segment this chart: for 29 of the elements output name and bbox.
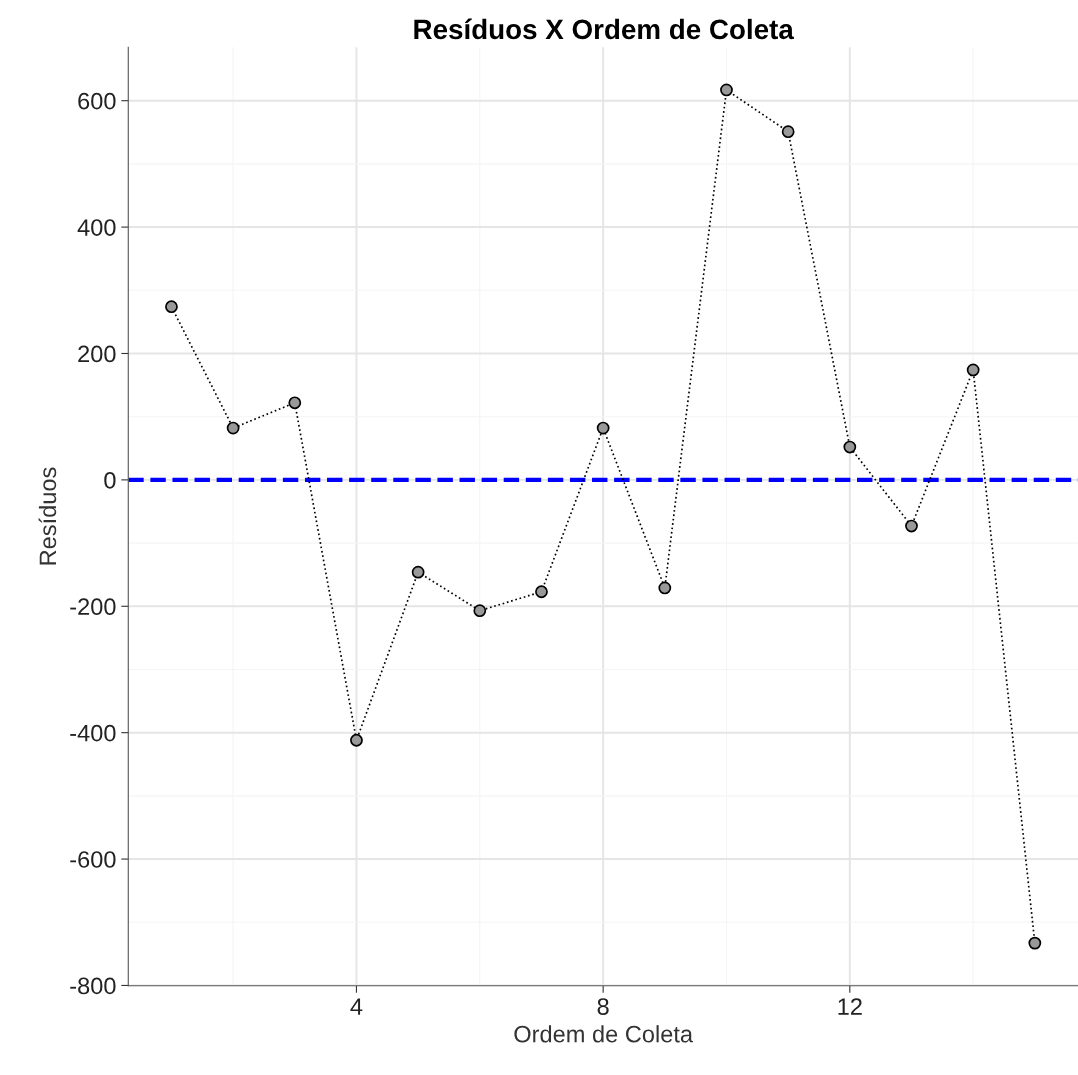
point bbox=[165, 300, 178, 314]
point bbox=[226, 421, 240, 435]
x-tick-label: 4 bbox=[350, 998, 363, 1015]
point bbox=[966, 363, 980, 377]
x-axis-title: Ordem de Coleta bbox=[514, 1025, 694, 1043]
y-tick-label: -800 bbox=[70, 977, 116, 995]
point bbox=[288, 396, 302, 410]
point bbox=[843, 440, 857, 454]
y-tick-label: 0 bbox=[104, 471, 116, 489]
y-tick-label: 200 bbox=[78, 345, 116, 363]
point bbox=[781, 125, 795, 139]
y-tick-label: -400 bbox=[70, 724, 116, 742]
point bbox=[473, 604, 487, 618]
point bbox=[720, 83, 733, 97]
point bbox=[411, 565, 425, 579]
point bbox=[905, 519, 918, 533]
y-tick-label: 400 bbox=[77, 219, 116, 236]
y-axis-title: Resíduos bbox=[38, 467, 57, 565]
y-tick-label: -200 bbox=[70, 598, 116, 616]
y-tick-label: 600 bbox=[78, 92, 116, 110]
chart-title: Resíduos X Ordem de Coleta bbox=[414, 18, 794, 40]
x-tick-label: 8 bbox=[597, 998, 609, 1015]
point bbox=[1028, 936, 1042, 950]
point bbox=[350, 733, 363, 747]
point bbox=[658, 581, 672, 595]
x-tick-label: 12 bbox=[838, 998, 862, 1015]
point bbox=[535, 585, 548, 599]
point bbox=[596, 421, 610, 435]
y-tick-label: -600 bbox=[70, 851, 116, 868]
